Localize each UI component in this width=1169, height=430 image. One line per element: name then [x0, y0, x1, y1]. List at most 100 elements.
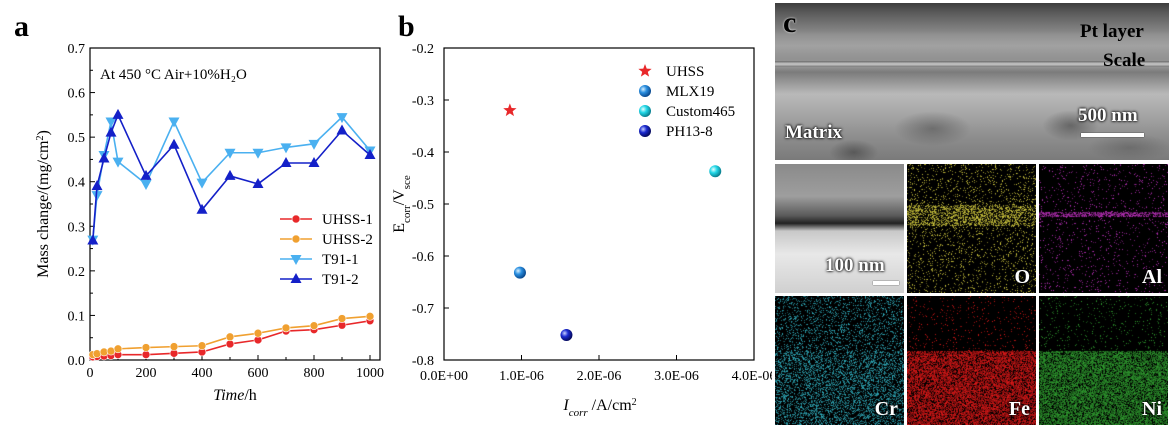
legend-label-uhss-2: UHSS-2	[322, 232, 373, 248]
eds-label-al: Al	[1142, 266, 1162, 288]
series-line-t91-1	[92, 115, 371, 240]
y-tick-label: 0.5	[68, 131, 86, 146]
y-axis-label: Mass change/(mg/cm2)	[35, 130, 53, 278]
data-point-t91-2	[280, 156, 292, 167]
eds-map-canvas-cr	[775, 296, 904, 425]
y-tick-label: -0.4	[412, 146, 434, 161]
x-tick-label: 0	[87, 366, 94, 381]
data-point-t91-2	[308, 156, 320, 167]
data-point-t91-2	[364, 148, 376, 159]
data-point-t91-2	[252, 177, 264, 188]
eds-map-cr: Cr	[775, 296, 904, 425]
panel-b: b 0.0E+00 1.0E-06 2.0E-06 3.0E-06 4.0E-06 -0.…	[390, 0, 777, 425]
data-point-t91-1	[336, 113, 348, 124]
data-point-t91-1	[308, 139, 320, 150]
data-point-t91-2	[105, 126, 117, 137]
x-tick-label: 400	[192, 366, 213, 381]
y-tick-label: -0.5	[412, 198, 434, 213]
y-tick-label: 0.6	[68, 87, 86, 102]
x-label-var: Time	[213, 387, 244, 404]
data-point-ph13-8	[560, 329, 573, 342]
panel-letter-a: a	[14, 10, 29, 43]
eds-map-canvas-fe	[907, 296, 1036, 425]
data-point-uhss-2	[169, 342, 179, 351]
eds-map-al: Al	[1039, 164, 1168, 293]
data-point-t91-2	[336, 124, 348, 135]
scatter-points	[503, 103, 722, 342]
panel-c: c Pt layer Scale Matrix 500 nm 100 nm O …	[775, 0, 1169, 425]
tem-inset-tile: 100 nm	[775, 164, 904, 293]
series-line-t91-2	[92, 112, 371, 241]
eds-label-cr: Cr	[874, 398, 898, 420]
data-point-t91-2	[91, 180, 103, 191]
mass-change-chart: a 0 200 400 600 800 1000 0.0 0.1 0.2 0.3 0.4 0.5 0.6…	[14, 10, 385, 404]
y-axis-label: Ecorr/Vsce	[391, 175, 413, 233]
legend-marker-uhss-2	[291, 234, 301, 244]
matrix-label: Matrix	[785, 122, 842, 143]
panel-a: a 0 200 400 600 800 1000 0.0 0.1 0.2 0.3 0.4 0.5 0.6…	[0, 0, 390, 425]
data-point-t91-1	[168, 117, 180, 128]
y-tick-label: 0.7	[68, 42, 86, 57]
data-point-uhss-1	[141, 350, 151, 359]
eds-map-canvas-al	[1039, 164, 1168, 293]
y-tick-label: -0.8	[412, 354, 434, 369]
y-tick-label: -0.6	[412, 250, 434, 265]
data-point-t91-1	[140, 179, 152, 190]
x-tick-label: 3.0E-06	[654, 369, 699, 384]
legend-label-uhss-1: UHSS-1	[322, 212, 373, 228]
legend-label-custom465: Custom465	[666, 104, 735, 120]
x-tick-label: 4.0E-06	[732, 369, 772, 384]
eds-map-o: O	[907, 164, 1036, 293]
y-tick-label: 0.4	[68, 176, 86, 191]
y-tick-label: 0.1	[68, 309, 86, 324]
legend-marker-uhss-1	[291, 214, 301, 224]
legend-marker-mlx19	[639, 85, 651, 97]
data-point-t91-2	[112, 108, 124, 119]
x-tick-label: 1.0E-06	[499, 369, 544, 384]
scale-label: Scale	[1103, 50, 1146, 71]
y-tick-label: -0.7	[412, 302, 434, 317]
data-point-t91-2	[224, 169, 236, 180]
eds-map-canvas-ni	[1039, 296, 1168, 425]
data-point-t91-1	[105, 117, 117, 128]
data-point-t91-2	[87, 234, 99, 245]
data-point-t91-1	[112, 157, 124, 168]
data-point-uhss-2	[141, 343, 151, 352]
data-point-uhss-2	[337, 314, 347, 323]
x-tick-label: 1000	[356, 366, 384, 381]
data-point-t91-2	[168, 138, 180, 149]
data-point-uhss-2	[197, 341, 207, 351]
oxide-scale-line	[775, 61, 1169, 67]
data-point-t91-2	[196, 203, 208, 214]
legend: UHSS MLX19 Custom465 PH13-8	[638, 64, 735, 140]
data-point-t91-1	[196, 178, 208, 189]
data-point-uhss-2	[92, 349, 102, 359]
legend-marker-uhss	[638, 64, 652, 77]
corrosion-chart: b 0.0E+00 1.0E-06 2.0E-06 3.0E-06 4.0E-06 -0.…	[391, 10, 777, 420]
legend-marker-custom465	[639, 105, 651, 117]
x-label-unit: /h	[244, 387, 256, 404]
data-point-t91-2	[98, 152, 110, 163]
x-tick-label: 0.0E+00	[420, 369, 468, 384]
axis-ticks: 0 200 400 600 800 1000 0.0 0.1 0.2 0.3 0.4 0.5 0.6 0.…	[68, 42, 385, 381]
data-point-t91-1	[252, 148, 264, 159]
data-point-t91-2	[140, 169, 152, 180]
scalebar-main-label: 500 nm	[1078, 105, 1138, 126]
legend-label-mlx19: MLX19	[666, 84, 714, 100]
legend: UHSS-1 UHSS-2 T91-1 T91-2	[280, 212, 373, 288]
data-point-uhss-1	[225, 339, 235, 349]
data-point-uhss-2	[365, 312, 375, 321]
series-group	[87, 108, 376, 362]
legend-label-uhss: UHSS	[666, 64, 704, 80]
eds-label-ni: Ni	[1142, 398, 1162, 420]
pt-layer-label: Pt layer	[1080, 21, 1144, 42]
legend-marker-t91-2	[290, 273, 302, 283]
eds-map-fe: Fe	[907, 296, 1036, 425]
axis-ticks: 0.0E+00 1.0E-06 2.0E-06 3.0E-06 4.0E-06 -0.2 -…	[412, 42, 777, 384]
scalebar-inset	[873, 281, 899, 285]
legend-marker-ph13-8	[639, 125, 651, 137]
x-axis-label: Icorr /A/cm2	[562, 397, 636, 420]
data-point-uhss-2	[309, 321, 319, 330]
x-tick-label: 800	[304, 366, 325, 381]
eds-map-ni: Ni	[1039, 296, 1168, 425]
